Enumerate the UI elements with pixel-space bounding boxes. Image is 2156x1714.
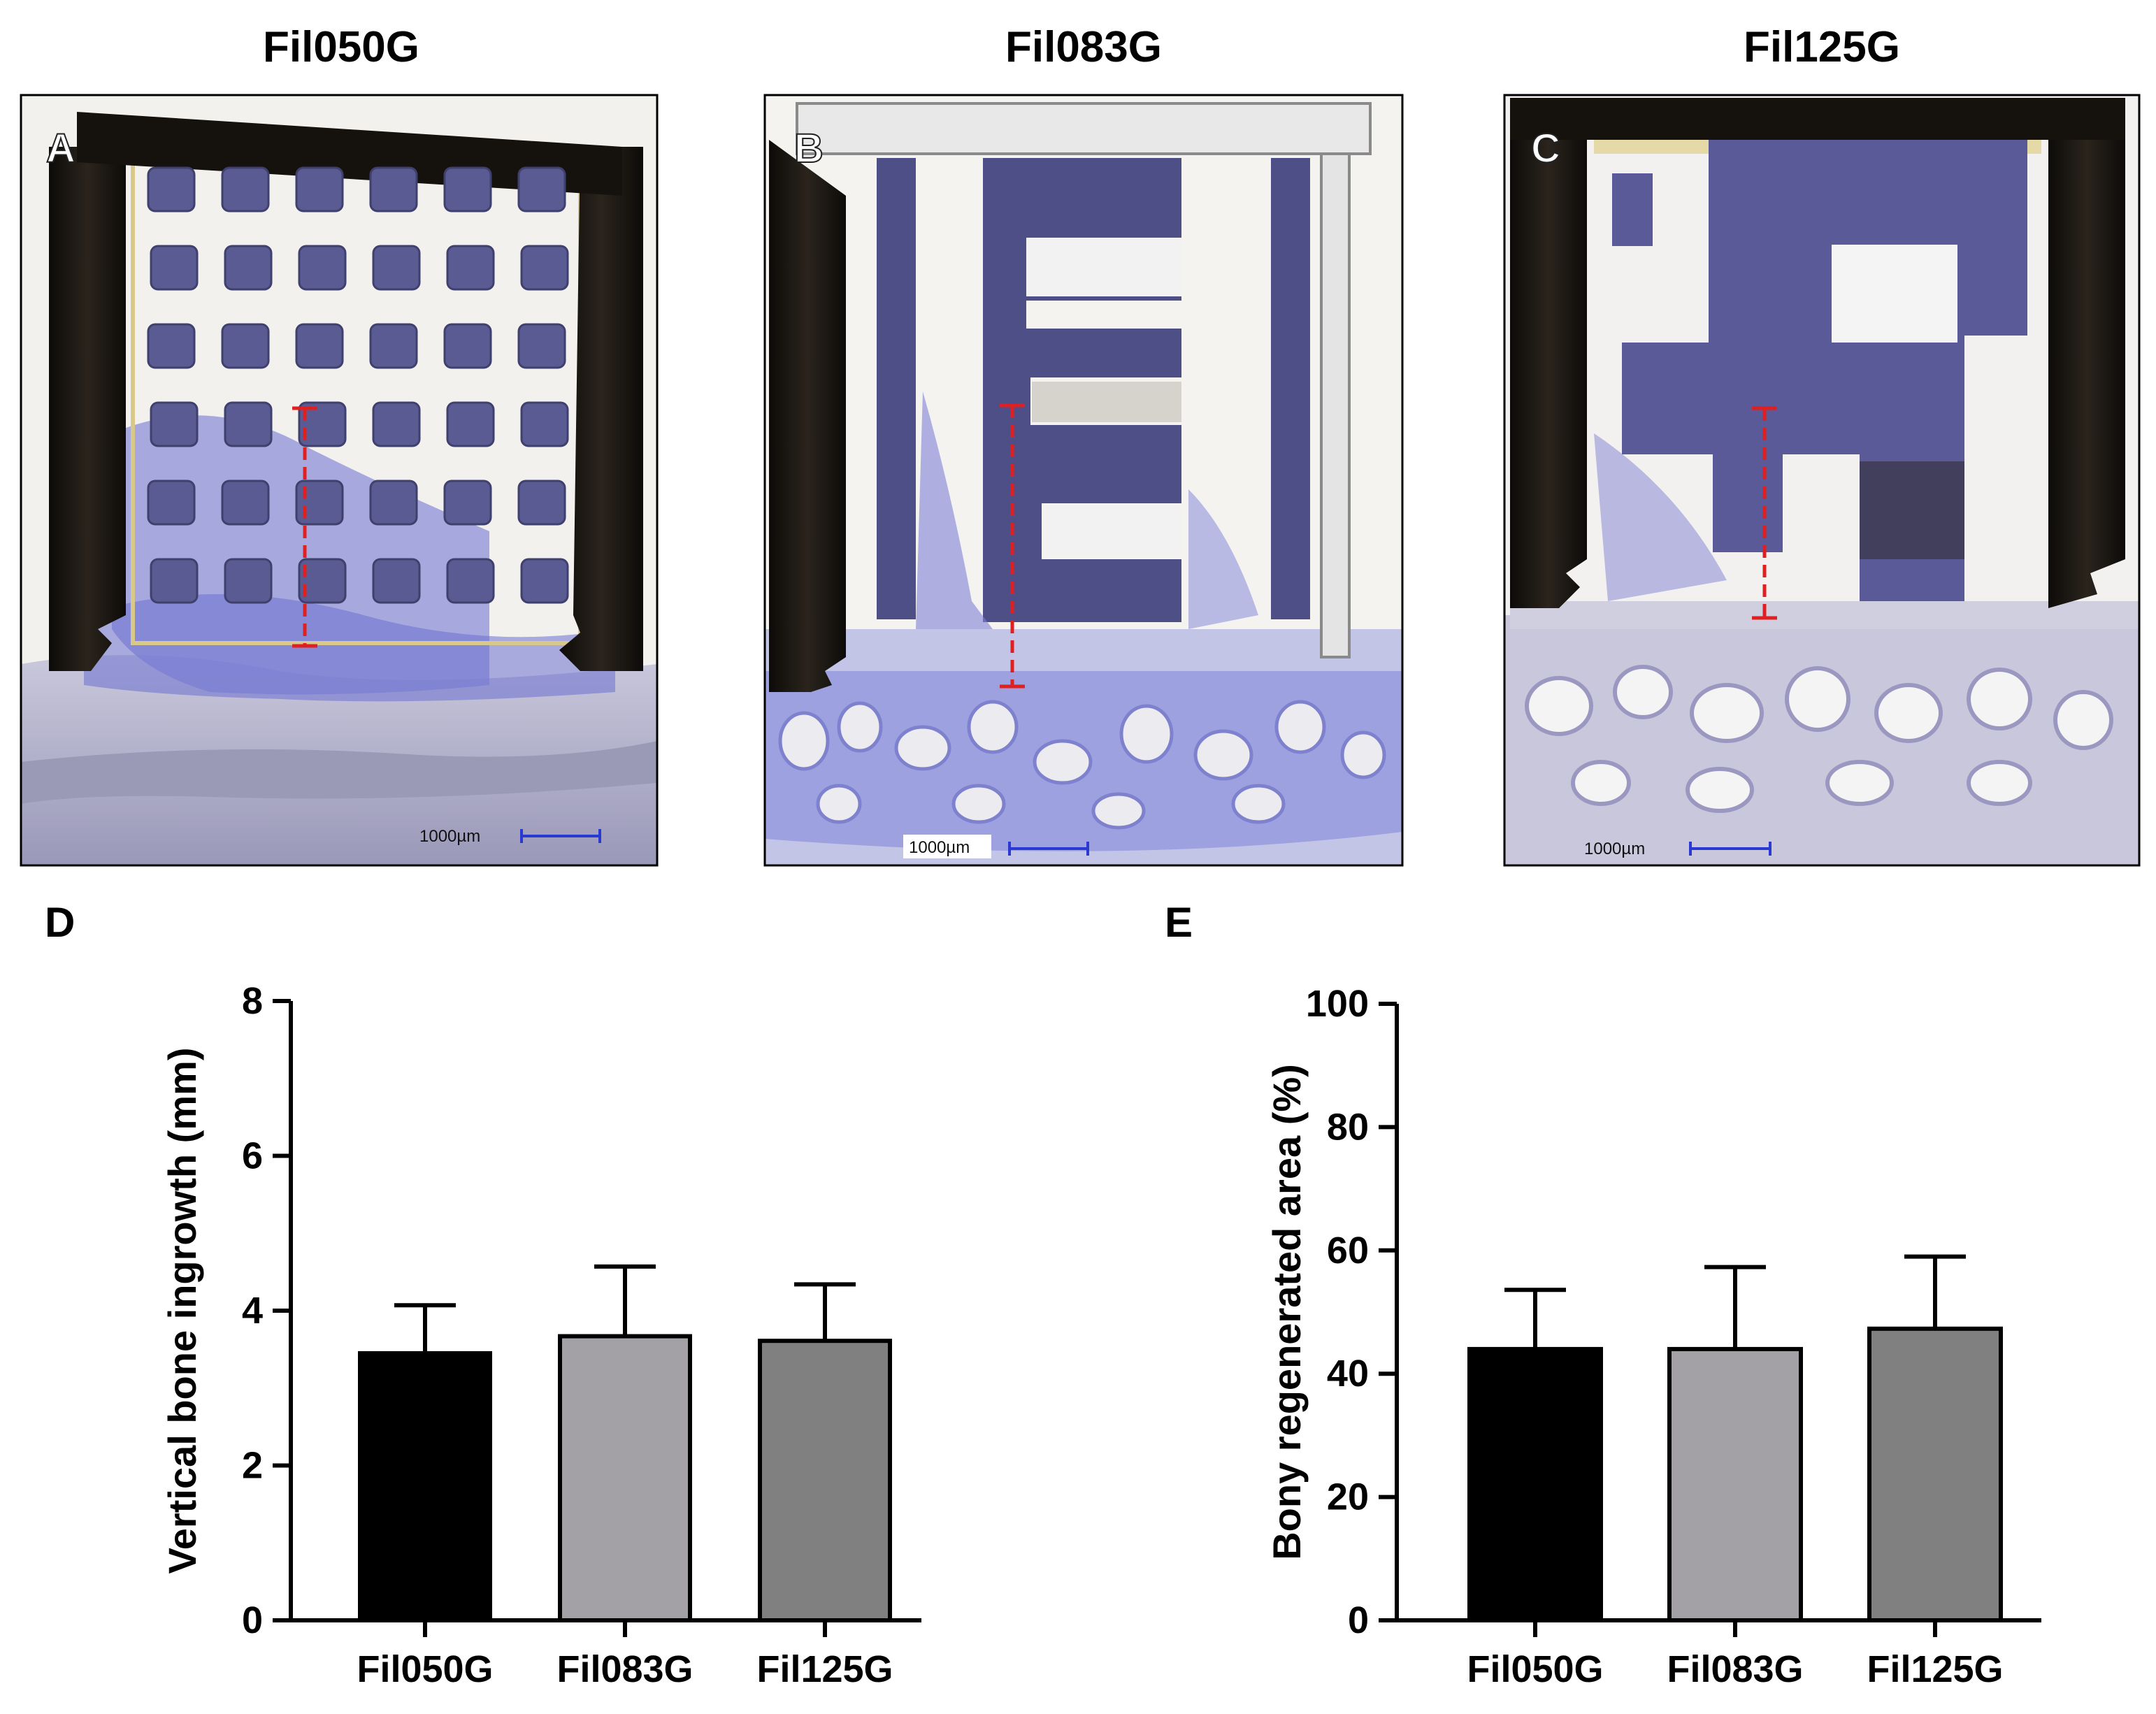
- scaffold-pore: [150, 558, 199, 604]
- scaffold-pore: [443, 480, 492, 526]
- scaffold-pore: [520, 558, 569, 604]
- scaffold-pore: [147, 480, 196, 526]
- chart-e-y-axis-title: Bony regenerated area (%): [1265, 1064, 1309, 1560]
- scaffold-pore: [147, 323, 196, 369]
- micrograph-b-border: [763, 94, 1404, 867]
- scale-bar-c: 1000µm: [1584, 840, 1771, 858]
- chart-d-x-tick-label: Fil050G: [357, 1648, 493, 1690]
- scaffold-pore: [298, 245, 347, 291]
- scaffold-pore: [446, 558, 495, 604]
- scale-bar-a: 1000µm: [419, 827, 601, 846]
- scaffold-pore: [298, 401, 347, 447]
- panel-letter-c: C: [1531, 126, 1560, 171]
- measure-line-c: [1752, 406, 1777, 620]
- scaffold-pore: [517, 480, 566, 526]
- panel-letter-d: D: [45, 899, 75, 946]
- chart-d-y-tick-label: 2: [242, 1445, 263, 1487]
- scaffold-pore: [295, 323, 344, 369]
- scaffold-pore: [372, 245, 421, 291]
- micrograph-b: [765, 95, 1402, 865]
- measure-line-a: [292, 406, 317, 648]
- scaffold-pore: [520, 401, 569, 447]
- scaffold-pore: [443, 323, 492, 369]
- chart-e-y-tick-label: 0: [1348, 1599, 1369, 1641]
- micrograph-c-border: [1503, 94, 2141, 867]
- chart-d-y-tick-label: 8: [242, 980, 263, 1022]
- chart-d-y-tick-label: 4: [242, 1290, 263, 1332]
- chart-e-y-tick-label: 40: [1327, 1353, 1369, 1395]
- chart-e-x-tick-label: Fil050G: [1467, 1648, 1603, 1690]
- scaffold-pore: [221, 480, 270, 526]
- scaffold-pore: [150, 401, 199, 447]
- scaffold-pore: [446, 245, 495, 291]
- chart-e-y-tick-label: 100: [1306, 983, 1369, 1025]
- scaffold-pore: [150, 245, 199, 291]
- scale-bar-label-a: 1000µm: [419, 827, 480, 846]
- measure-line-b: [1000, 403, 1025, 689]
- chart-e-y-tick-label: 60: [1327, 1230, 1369, 1272]
- scaffold-pore: [443, 166, 492, 213]
- scaffold-pore: [446, 401, 495, 447]
- panel-title-a: Fil050G: [263, 23, 419, 71]
- scaffold-pores-a: [147, 166, 569, 604]
- chart-d-x-tick-label: Fil125G: [756, 1648, 893, 1690]
- chart-d-y-tick-label: 6: [242, 1135, 263, 1177]
- micrograph-a-border: [20, 94, 659, 867]
- scaffold-pore: [147, 166, 196, 213]
- scaffold-pore: [298, 558, 347, 604]
- panel-letter-b: B: [794, 126, 824, 171]
- scale-bar-label-c: 1000µm: [1584, 840, 1645, 858]
- scaffold-pore: [369, 323, 418, 369]
- chart-d-x-tick-label: Fil083G: [556, 1648, 693, 1690]
- chart-e-x-tick-label: Fil125G: [1867, 1648, 2003, 1690]
- scaffold-pore: [224, 401, 273, 447]
- scale-bar-label-b: 1000µm: [909, 838, 970, 857]
- chart-e-y-tick-label: 20: [1327, 1476, 1369, 1518]
- panel-title-b: Fil083G: [1005, 23, 1162, 71]
- micrograph-c: [1504, 95, 2139, 865]
- scaffold-pore: [221, 166, 270, 213]
- panel-letter-e: E: [1165, 899, 1193, 946]
- chart-d-bar-fil083g: [558, 1334, 692, 1622]
- chart-e-y-tick-label: 80: [1327, 1106, 1369, 1148]
- chart-e-bar-fil050g: [1467, 1346, 1603, 1623]
- chart-d-y-tick-label: 0: [242, 1599, 263, 1641]
- chart-d-bar-fil050g: [358, 1351, 492, 1622]
- panel-letter-a: A: [46, 126, 76, 171]
- chart-e-bar-fil083g: [1667, 1346, 1803, 1623]
- chart-d-bar-fil125g: [758, 1339, 892, 1622]
- scaffold-pore: [517, 323, 566, 369]
- scaffold-pore: [221, 323, 270, 369]
- scaffold-pore: [295, 166, 344, 213]
- scaffold-pore: [372, 401, 421, 447]
- chart-e-x-tick-label: Fil083G: [1667, 1648, 1803, 1690]
- chart-e-bony-regenerated-area: 0 20 40 60 80 100 Bony regenerated area (%) Fil…: [1265, 983, 2041, 1690]
- chart-d-vertical-bone-ingrowth: 0 2 4 6 8 Vertical bone ingrowth (mm) Fil050G F…: [160, 980, 921, 1690]
- scaffold-pore: [369, 166, 418, 213]
- scaffold-pore: [224, 245, 273, 291]
- scaffold-pore: [372, 558, 421, 604]
- chart-e-bar-fil125g: [1867, 1326, 2003, 1622]
- scale-bar-b: 1000µm: [903, 835, 1089, 858]
- scaffold-pore: [520, 245, 569, 291]
- panel-title-c: Fil125G: [1744, 23, 1900, 71]
- scaffold-pore: [517, 166, 566, 213]
- scaffold-pore: [224, 558, 273, 604]
- chart-d-y-axis-title: Vertical bone ingrowth (mm): [160, 1048, 204, 1574]
- scaffold-pore: [369, 480, 418, 526]
- scaffold-pore: [295, 480, 344, 526]
